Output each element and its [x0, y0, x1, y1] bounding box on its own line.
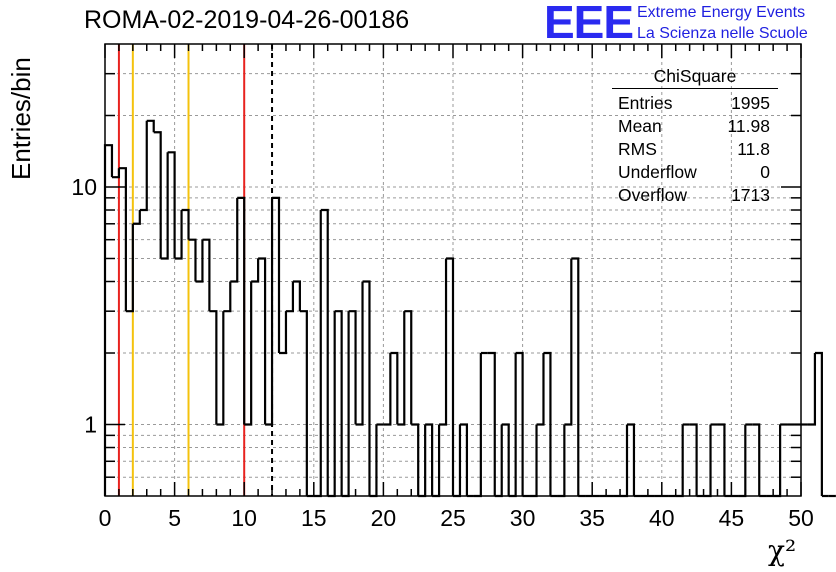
stats-value: 1713: [731, 185, 770, 205]
stats-label: Overflow: [618, 185, 688, 205]
stats-value: 0: [760, 162, 770, 182]
stats-box: ChiSquare Entries 1995 Mean 11.98 RMS 11…: [612, 66, 778, 207]
stats-title: ChiSquare: [612, 66, 778, 89]
histogram-bin: [209, 310, 218, 425]
tick-labels: 0 5 10 15 20 25 30 35 40 45 50 1 10: [71, 174, 813, 531]
histogram-bin: [355, 281, 364, 426]
stats-row-entries: Entries 1995: [612, 92, 778, 115]
y-tick-label: 1: [84, 412, 97, 438]
histogram-bin: [557, 424, 566, 498]
histogram-bin: [425, 423, 434, 496]
histogram-bin: [334, 310, 343, 496]
eee-logo: EEE Extreme Energy Events La Scienza nel…: [544, 0, 836, 48]
x-tick-label: 10: [231, 505, 257, 531]
axis-ticks: [104, 44, 802, 496]
chart-title: ROMA-02-2019-04-26-00186: [84, 6, 410, 34]
x-tick-label: 20: [371, 505, 397, 531]
stats-row-overflow: Overflow 1713: [612, 184, 778, 207]
y-tick-label: 10: [71, 174, 97, 200]
histogram-bin: [752, 423, 761, 496]
x-tick-label: 50: [788, 505, 814, 531]
histogram-bin: [362, 280, 371, 496]
histogram-bin: [139, 120, 148, 212]
histogram-bin: [118, 167, 127, 312]
x-tick-label: 30: [510, 505, 536, 531]
stats-value: 11.8: [737, 139, 770, 159]
stats-label: Mean: [618, 116, 662, 136]
x-axis-label: χ²: [768, 534, 797, 567]
histogram-bin: [292, 280, 301, 312]
histogram-bin: [188, 238, 197, 282]
histogram-bin: [237, 196, 246, 425]
histogram-bin: [216, 311, 225, 426]
histogram-bin: [397, 311, 406, 426]
logo-line-1: Extreme Energy Events: [637, 4, 806, 21]
histogram-bin: [348, 310, 357, 425]
histogram-bin: [564, 258, 573, 426]
histogram-bin: [132, 210, 141, 225]
stats-row-mean: Mean 11.98: [612, 115, 778, 138]
stats-row-rms: RMS 11.8: [612, 138, 778, 161]
histogram-bin: [160, 152, 169, 260]
histogram-bin: [167, 151, 176, 259]
x-tick-label: 25: [440, 505, 466, 531]
histogram-bin: [459, 423, 469, 496]
histogram-bin: [174, 210, 183, 260]
histogram-bin: [111, 168, 121, 179]
histogram-bin: [404, 310, 413, 425]
y-axis-label: Entries/bin: [6, 57, 36, 180]
histogram-bin: [279, 311, 288, 355]
histogram-bin: [251, 258, 260, 283]
histogram-bin: [627, 423, 636, 496]
histogram-bin: [244, 281, 253, 426]
histogram-bin: [717, 423, 726, 496]
histogram-bin: [153, 131, 162, 259]
x-tick-label: 40: [649, 505, 675, 531]
stats-label: Underflow: [618, 162, 697, 182]
histogram-bin: [571, 257, 580, 496]
logo-line-2: La Scienza nelle Scuole: [637, 25, 808, 42]
histogram-bin: [202, 238, 211, 312]
histogram-bin: [814, 351, 823, 496]
histogram-bin: [689, 423, 698, 496]
histogram-bin: [439, 258, 448, 426]
histogram-bin: [146, 119, 155, 133]
histogram-bin: [181, 208, 190, 240]
logo-mark: EEE: [544, 0, 634, 48]
histogram-bin: [411, 423, 420, 496]
histogram-bin: [515, 351, 524, 496]
histogram-bin: [320, 208, 329, 496]
x-tick-label: 35: [579, 505, 605, 531]
x-tick-label: 15: [301, 505, 327, 531]
histogram-bin: [501, 423, 510, 496]
histogram-bin: [773, 424, 782, 498]
histogram-bin: [285, 281, 295, 313]
histogram-bin: [125, 223, 134, 313]
histogram-bin: [230, 197, 239, 283]
x-tick-label: 5: [168, 505, 181, 531]
histogram-bin: [807, 353, 817, 426]
stats-value: 11.98: [727, 116, 771, 136]
histogram-bin: [223, 281, 232, 313]
histogram-bin: [446, 257, 455, 496]
histogram-bin: [265, 197, 274, 426]
x-tick-label: 45: [719, 505, 745, 531]
stats-value: 1995: [731, 93, 770, 113]
x-tick-label: 0: [99, 505, 112, 531]
stats-label: RMS: [618, 139, 657, 159]
histogram-bin: [543, 351, 552, 496]
histogram-bin: [299, 310, 308, 496]
histogram-bin: [272, 196, 281, 354]
histogram-bars: [103, 119, 836, 498]
histogram-bin: [390, 351, 399, 425]
histogram-bin: [536, 353, 545, 426]
histogram-bin: [487, 351, 496, 496]
histogram-bin: [383, 353, 392, 426]
stats-row-underflow: Underflow 0: [612, 161, 778, 184]
histogram-bin: [258, 257, 267, 425]
histogram-bin: [195, 239, 204, 283]
stats-label: Entries: [618, 93, 673, 113]
